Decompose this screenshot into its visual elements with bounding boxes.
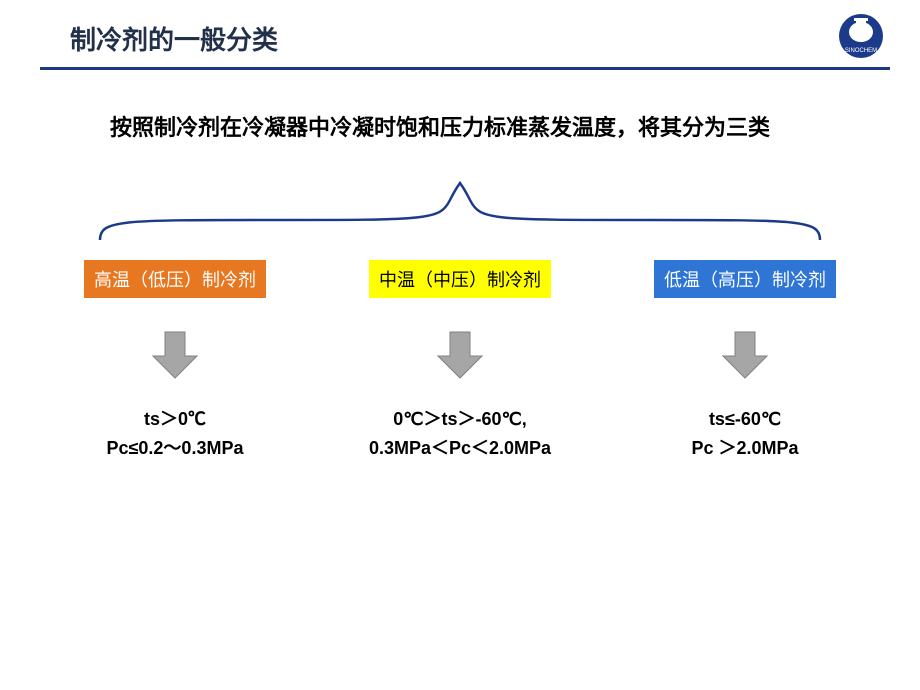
- category-text-mid: 0℃＞ts＞-60℃, 0.3MPa＜Pc＜2.0MPa: [369, 405, 551, 463]
- curly-brace-icon: [90, 175, 830, 250]
- arrow-down-icon: [432, 326, 488, 387]
- category-box-low: 低温（高压）制冷剂: [654, 260, 836, 298]
- category-text-low: ts≤-60℃ Pc ＞2.0MPa: [691, 405, 798, 463]
- arrow-down-icon: [717, 326, 773, 387]
- category-box-mid: 中温（中压）制冷剂: [369, 260, 551, 298]
- category-mid-temp: 中温（中压）制冷剂 0℃＞ts＞-60℃, 0.3MPa＜Pc＜2.0MPa: [335, 260, 585, 463]
- sinochem-logo-icon: SINOCHEM: [832, 10, 890, 73]
- page-title: 制冷剂的一般分类: [70, 20, 278, 57]
- category-box-high: 高温（低压）制冷剂: [84, 260, 266, 298]
- logo-text: SINOCHEM: [845, 48, 877, 54]
- arrow-down-icon: [147, 326, 203, 387]
- category-low-temp: 低温（高压）制冷剂 ts≤-60℃ Pc ＞2.0MPa: [620, 260, 870, 463]
- category-high-temp: 高温（低压）制冷剂 ts＞0℃ Pc≤0.2～0.3MPa: [50, 260, 300, 463]
- subtitle-text: 按照制冷剂在冷凝器中冷凝时饱和压力标准蒸发温度，将其分为三类: [110, 110, 810, 145]
- title-underline: [40, 67, 890, 70]
- categories-row: 高温（低压）制冷剂 ts＞0℃ Pc≤0.2～0.3MPa 中温（中压）制冷剂 …: [50, 260, 870, 463]
- category-text-high: ts＞0℃ Pc≤0.2～0.3MPa: [107, 405, 244, 463]
